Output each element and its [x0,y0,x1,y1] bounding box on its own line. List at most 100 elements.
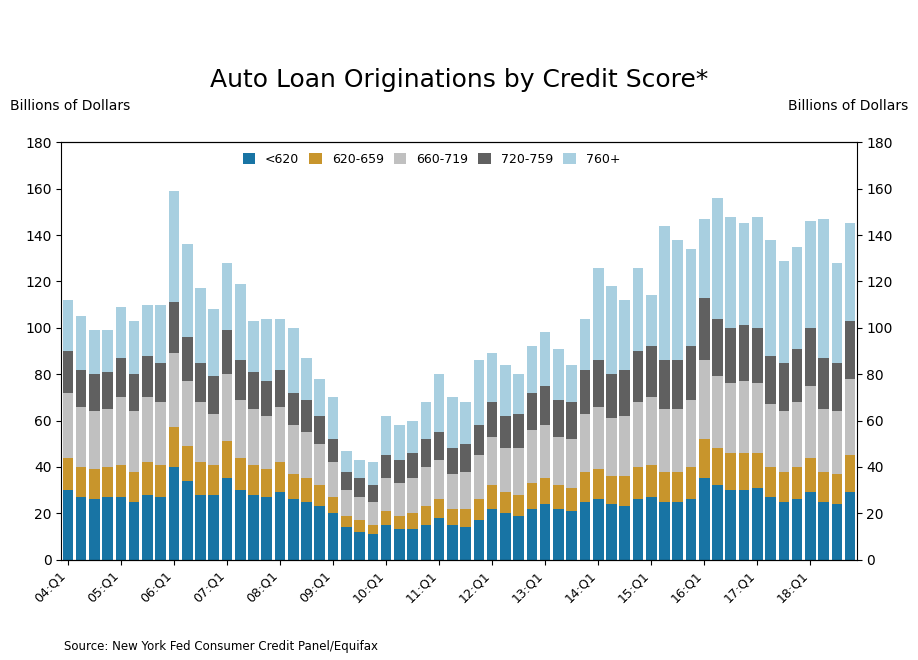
Bar [845,224,856,321]
Bar [196,495,206,560]
Bar [182,337,193,381]
Bar [155,305,166,362]
Bar [778,502,789,560]
Bar [792,402,802,467]
Bar [142,305,152,356]
Bar [341,527,352,560]
Bar [487,402,498,437]
Bar [394,425,405,460]
Bar [76,467,86,497]
Bar [845,321,856,379]
Bar [566,439,577,488]
Bar [420,402,431,439]
Bar [155,497,166,560]
Bar [142,397,152,462]
Bar [487,437,498,486]
Bar [845,455,856,492]
Bar [474,520,484,560]
Bar [540,504,551,560]
Bar [845,379,856,455]
Bar [792,348,802,402]
Bar [487,353,498,402]
Bar [328,497,339,513]
Bar [739,381,749,453]
Bar [752,488,763,560]
Bar [262,381,272,416]
Bar [739,453,749,490]
Bar [818,409,829,471]
Bar [447,509,458,525]
Bar [659,471,670,502]
Bar [116,358,126,397]
Bar [712,198,722,319]
Text: Billions of Dollars: Billions of Dollars [9,99,129,113]
Bar [832,474,842,504]
Bar [474,500,484,520]
Bar [367,525,378,534]
Bar [62,457,73,490]
Bar [196,288,206,362]
Bar [460,527,471,560]
Bar [288,393,298,425]
Bar [646,296,656,346]
Bar [408,513,418,529]
Bar [766,467,776,497]
Bar [527,430,537,483]
Bar [832,263,842,362]
Bar [474,360,484,425]
Bar [620,476,630,506]
Bar [155,362,166,402]
Bar [434,460,444,500]
Bar [513,515,524,560]
Text: Billions of Dollars: Billions of Dollars [789,99,909,113]
Bar [116,307,126,358]
Bar [408,453,418,478]
Bar [725,328,736,383]
Bar [381,416,391,455]
Bar [766,356,776,405]
Bar [500,365,510,416]
Bar [354,520,364,532]
Bar [288,425,298,474]
Bar [606,286,617,374]
Bar [301,502,312,560]
Bar [221,330,232,374]
Bar [394,529,405,560]
Bar [62,300,73,351]
Bar [420,506,431,525]
Bar [686,467,697,500]
Title: Auto Loan Originations by Credit Score*: Auto Loan Originations by Credit Score* [210,68,708,92]
Bar [778,261,789,362]
Bar [699,478,710,560]
Bar [129,411,140,471]
Bar [328,397,339,439]
Bar [673,502,683,560]
Bar [248,372,259,409]
Bar [500,492,510,513]
Bar [659,409,670,471]
Bar [315,379,325,416]
Bar [394,483,405,515]
Bar [248,465,259,495]
Bar [805,328,816,385]
Bar [739,224,749,325]
Bar [832,362,842,411]
Bar [182,244,193,337]
Bar [381,511,391,525]
Bar [102,467,113,497]
Bar [646,397,656,465]
Bar [778,362,789,411]
Bar [554,486,564,509]
Bar [129,502,140,560]
Bar [725,490,736,560]
Bar [89,411,100,469]
Bar [832,504,842,560]
Bar [606,418,617,476]
Bar [500,416,510,448]
Bar [633,500,644,560]
Bar [196,462,206,495]
Bar [527,393,537,430]
Bar [235,360,245,400]
Bar [367,534,378,560]
Bar [725,453,736,490]
